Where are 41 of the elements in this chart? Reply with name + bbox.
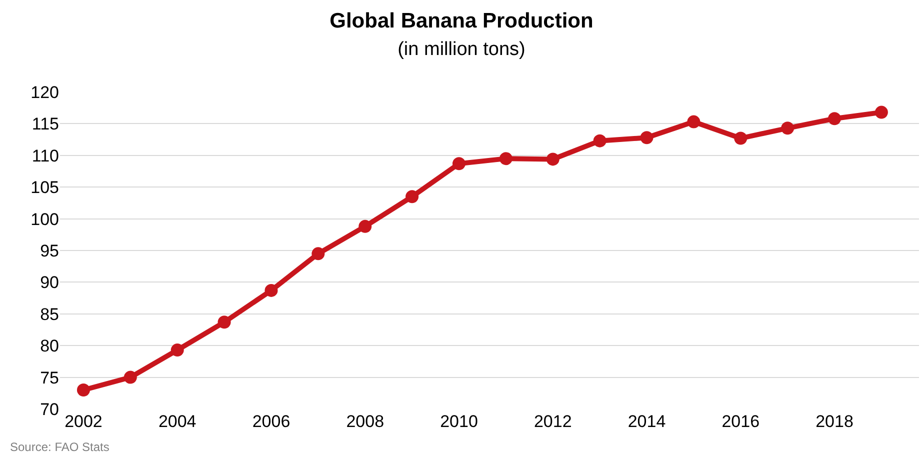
y-tick-label: 110 [32, 146, 59, 166]
point [358, 220, 372, 233]
point [406, 190, 419, 204]
point [264, 284, 278, 297]
point [170, 344, 184, 357]
y-tick-label: 120 [30, 82, 59, 102]
point [312, 247, 325, 260]
point [640, 131, 654, 144]
x-tick-label: 2016 [722, 412, 760, 431]
point [593, 134, 606, 148]
y-tick-label: 105 [30, 178, 59, 198]
x-tick-label: 2010 [440, 412, 478, 431]
point [734, 132, 748, 145]
source-note: Source: FAO Stats [10, 440, 110, 454]
y-tick-label: 115 [32, 114, 59, 134]
x-tick-label: 2006 [252, 412, 290, 431]
x-tick-label: 2012 [534, 412, 572, 431]
point [76, 383, 90, 396]
x-tick-label: 2018 [816, 412, 854, 431]
point [546, 152, 560, 166]
y-tick-label: 75 [40, 368, 59, 388]
y-tick-label: 90 [40, 273, 59, 292]
x-tick-label: 2008 [346, 412, 384, 431]
y-tick-label: 85 [40, 304, 59, 324]
point [218, 316, 231, 329]
y-tick-label: 100 [30, 210, 59, 229]
point [124, 370, 137, 384]
x-tick-label: 2004 [158, 412, 196, 431]
point [874, 106, 888, 119]
y-tick-label: 70 [40, 400, 59, 419]
point [781, 122, 794, 135]
chart-subtitle: (in million tons) [398, 38, 526, 60]
x-tick-label: 2014 [628, 412, 666, 431]
point [452, 157, 466, 170]
point [828, 112, 842, 126]
y-tick-label: 80 [40, 336, 59, 356]
point [687, 115, 700, 128]
chart-title: Global Banana Production [330, 10, 594, 33]
x-tick-label: 2002 [64, 412, 102, 431]
y-tick-label: 95 [40, 241, 59, 260]
point [499, 152, 512, 166]
